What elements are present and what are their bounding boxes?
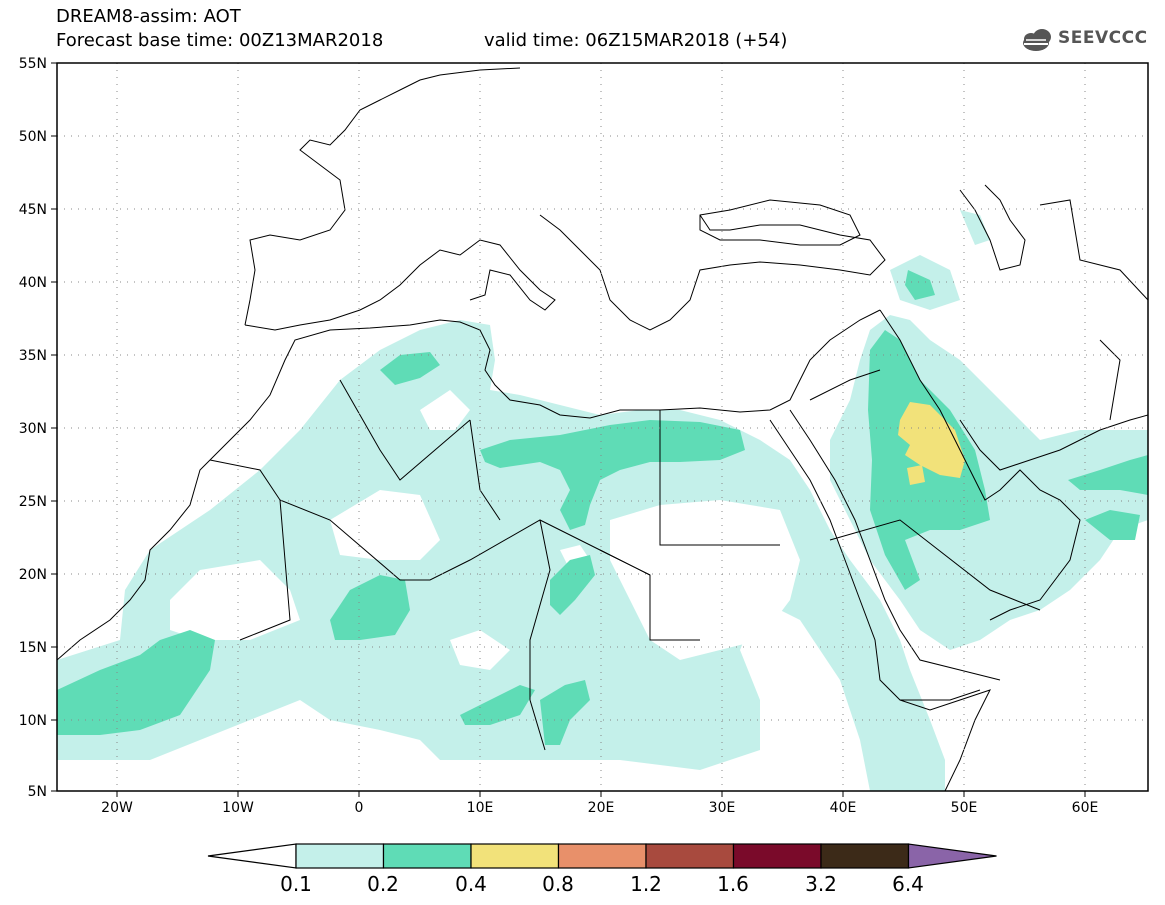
lat-label: 20N <box>19 567 47 583</box>
colorbar-swatch <box>470 843 560 869</box>
lat-label: 5N <box>28 784 47 800</box>
colorbar-swatch <box>382 843 472 869</box>
lon-label: 50E <box>951 800 978 816</box>
longitude-labels: 20W 10W 0 10E 20E 30E 40E 50E 60E <box>101 800 1098 816</box>
cloud-icon <box>1023 29 1051 51</box>
lon-label: 40E <box>830 800 857 816</box>
lat-label: 50N <box>19 129 47 145</box>
latitude-labels: 55N 50N 45N 40N 35N 30N 25N 20N 15N 10N … <box>19 56 47 800</box>
colorbar-swatch <box>645 843 735 869</box>
lon-label: 20W <box>101 800 133 816</box>
lon-label: 10W <box>222 800 254 816</box>
logo-text: SEEVCCC <box>1058 28 1148 48</box>
grid-lines <box>57 63 1148 791</box>
colorbar-swatch <box>732 843 822 869</box>
lon-label: 10E <box>467 800 494 816</box>
lat-label: 45N <box>19 202 47 218</box>
valid-time: valid time: 06Z15MAR2018 (+54) <box>484 30 788 51</box>
colorbar <box>207 843 997 869</box>
colorbar-label: 0.2 <box>367 872 399 896</box>
colorbar-swatch <box>820 843 910 869</box>
axis-ticks <box>51 62 1086 797</box>
forecast-base-time: Forecast base time: 00Z13MAR2018 <box>56 30 384 51</box>
lat-label: 40N <box>19 275 47 291</box>
colorbar-label: 1.6 <box>717 872 749 896</box>
colorbar-label: 3.2 <box>805 872 837 896</box>
colorbar-swatch <box>557 843 647 869</box>
lon-label: 20E <box>588 800 615 816</box>
map-frame <box>56 62 1149 792</box>
lat-label: 15N <box>19 640 47 656</box>
colorbar-label: 0.4 <box>455 872 487 896</box>
coastlines <box>57 67 1148 791</box>
lat-label: 10N <box>19 713 47 729</box>
colorbar-label: 6.4 <box>892 872 924 896</box>
lat-label: 30N <box>19 421 47 437</box>
colorbar-arrow-low <box>207 843 297 869</box>
lat-label: 55N <box>19 56 47 72</box>
colorbar-arrow-high <box>907 843 997 869</box>
lon-label: 0 <box>355 800 364 816</box>
lon-label: 60E <box>1072 800 1099 816</box>
map-title: DREAM8-assim: AOT <box>56 6 241 27</box>
lon-label: 30E <box>709 800 736 816</box>
colorbar-label: 1.2 <box>630 872 662 896</box>
lat-label: 25N <box>19 494 47 510</box>
lat-label: 35N <box>19 348 47 364</box>
colorbar-label: 0.1 <box>280 872 312 896</box>
colorbar-swatch <box>295 843 385 869</box>
colorbar-label: 0.8 <box>542 872 574 896</box>
aot-shading <box>57 210 1148 791</box>
